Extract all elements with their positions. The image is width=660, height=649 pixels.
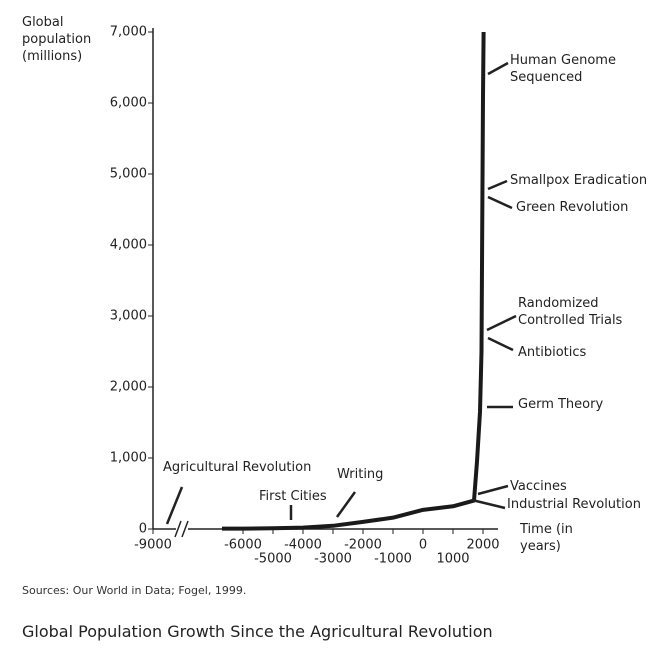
y-tick-label: 4,000 (110, 238, 147, 253)
y-tick-label: 5,000 (110, 167, 147, 182)
annotation: Germ Theory (518, 397, 604, 412)
axis-break (174, 520, 182, 538)
annotation: Human Genome Sequenced (510, 53, 616, 85)
source-note: Sources: Our World in Data; Fogel, 1999. (22, 584, 247, 597)
y-tick-label: 6,000 (110, 96, 147, 111)
x-tick-label: -3000 (314, 552, 352, 567)
annotation-pointer (471, 498, 506, 510)
annotation-pointer (487, 195, 513, 210)
annotation-pointer (487, 336, 514, 352)
x-axis-label: Time (in years) (520, 522, 573, 554)
y-tick-label: 7,000 (110, 25, 147, 40)
annotation-pointer (335, 491, 357, 518)
x-tick-label: -1000 (374, 552, 412, 567)
annotation: Vaccines (510, 479, 567, 494)
chart: 0 1,000 2,000 3,000 4,000 5,000 6,000 7,000 -900… (110, 25, 517, 567)
axis-break (181, 520, 189, 538)
x-tick-label: -2000 (344, 538, 382, 553)
annotation: First Cities (259, 489, 327, 504)
y-tick-label: 2,000 (110, 380, 147, 395)
y-tick-label: 3,000 (110, 309, 147, 324)
annotation-pointer (487, 179, 508, 191)
x-tick-label: -9000 (134, 538, 172, 553)
x-tick-label: 0 (419, 538, 427, 553)
y-axis-label: Global population (millions) (22, 15, 92, 64)
annotation: Randomized Controlled Trials (518, 296, 623, 328)
x-tick-label: -6000 (224, 538, 262, 553)
x-tick-label: 1000 (436, 552, 469, 567)
y-tick-label: 1,000 (110, 451, 147, 466)
annotation: Antibiotics (518, 345, 587, 360)
x-tick-label: -5000 (254, 552, 292, 567)
annotation-pointer (487, 61, 509, 76)
annotation: Agricultural Revolution (163, 460, 312, 475)
x-tick-label: 2000 (466, 538, 499, 553)
annotation-pointer (486, 314, 517, 332)
annotation: Green Revolution (516, 200, 629, 215)
x-tick-label: -4000 (284, 538, 322, 553)
annotation: Writing (337, 467, 384, 482)
population-line (222, 31, 486, 531)
chart-title: Global Population Growth Since the Agric… (22, 622, 493, 641)
annotation-pointer (165, 486, 184, 525)
annotation: Industrial Revolution (507, 497, 641, 512)
y-tick-label: 0 (139, 522, 147, 537)
annotation: Smallpox Eradication (510, 173, 648, 188)
annotation-pointer (477, 484, 509, 496)
